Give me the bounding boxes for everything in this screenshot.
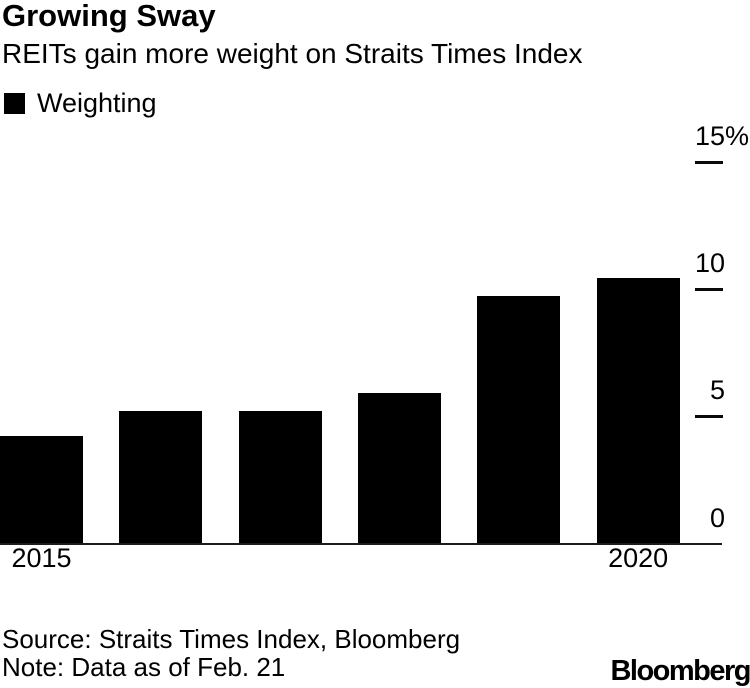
y-axis-tick-5: [695, 415, 723, 419]
y-axis-tick-15: [695, 161, 723, 165]
bar-2016: [119, 410, 203, 543]
legend-swatch-icon: [4, 92, 25, 114]
y-axis-label-15: 15%: [694, 121, 750, 152]
y-axis-label-10: 10: [694, 248, 725, 279]
source-note: Source: Straits Times Index, Bloomberg: [2, 624, 461, 654]
bloomberg-logo: Bloomberg: [610, 655, 750, 687]
x-axis-label-2015: 2015: [11, 543, 72, 573]
bar-2017: [238, 410, 322, 543]
bar-2019: [477, 296, 561, 543]
percent-sign: %: [725, 121, 750, 152]
y-axis-label-5: 5: [709, 375, 725, 406]
y-axis-tick-10: [695, 288, 723, 292]
chart-title: Growing Sway: [2, 0, 216, 33]
chart-subtitle: REITs gain more weight on Straits Times …: [2, 38, 583, 69]
legend-label: Weighting: [37, 88, 157, 118]
y-axis-label-0: 0: [709, 502, 725, 533]
bar-2015: [0, 435, 83, 543]
footer: Source: Straits Times Index, Bloomberg N…: [2, 625, 460, 681]
legend: Weighting: [4, 88, 157, 118]
x-axis-line: [0, 542, 722, 546]
data-note: Note: Data as of Feb. 21: [2, 652, 286, 682]
x-axis-label-2020: 2020: [608, 543, 669, 573]
bar-2018: [357, 392, 441, 543]
bar-2020: [596, 278, 680, 543]
